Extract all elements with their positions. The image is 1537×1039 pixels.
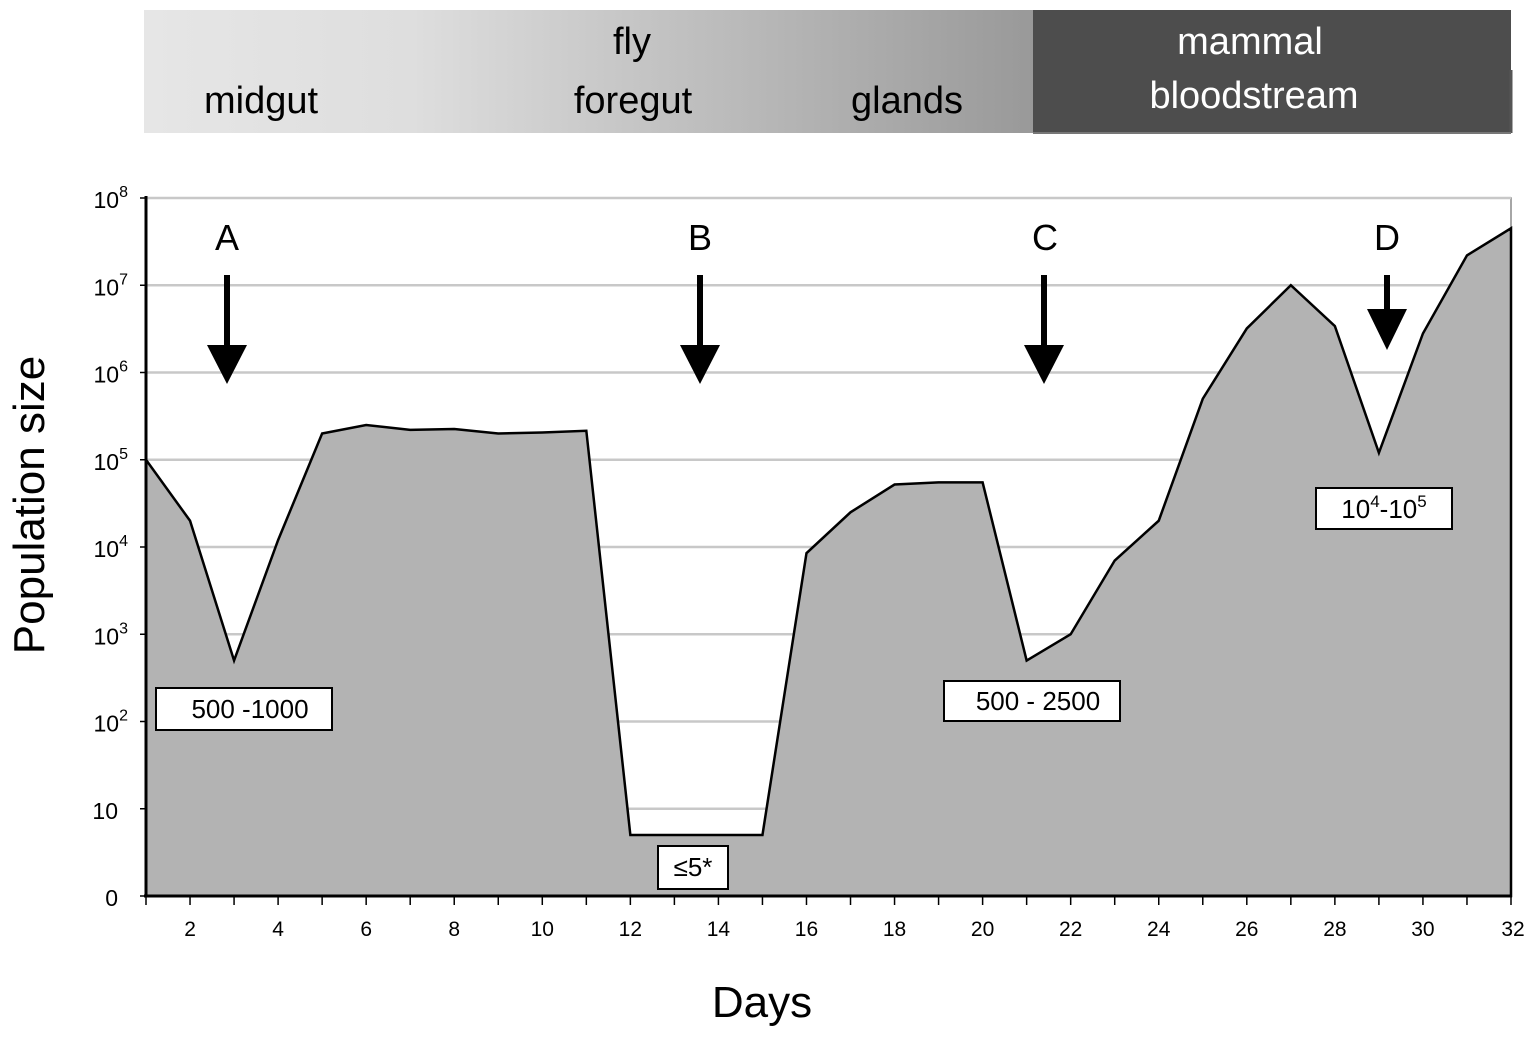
annotation-c-letter: C (1032, 217, 1058, 258)
fly-label: fly (613, 21, 651, 63)
x-tick-label: 8 (448, 918, 460, 941)
midgut-label: midgut (204, 80, 318, 122)
annotation-b-box: ≤5* (657, 845, 729, 890)
y-tick-label: 104 (94, 533, 129, 562)
x-tick-label: 26 (1235, 918, 1258, 941)
x-axis-ticks: 2 4 6 8 10 12 14 16 18 20 22 24 26 28 30 32 (145, 896, 1525, 941)
mammal-label: mammal (1177, 21, 1323, 63)
foregut-label: foregut (574, 80, 693, 122)
annotation-d-sup: 4 (1370, 492, 1379, 511)
annotation-b: B ≤5* (657, 217, 729, 890)
y-axis-title: Population size (5, 356, 54, 654)
annotation-d-letter: D (1374, 217, 1400, 258)
annotations: A 500 -1000 B ≤5* C (155, 217, 1453, 890)
x-tick-label: 4 (272, 918, 284, 941)
x-axis-title: Days (712, 978, 812, 1027)
x-tick-label: 2 (184, 918, 196, 941)
x-tick-label: 6 (360, 918, 372, 941)
annotation-a: A 500 -1000 (155, 217, 333, 731)
annotation-d-range: 104-105 (1341, 492, 1426, 524)
y-tick-label: 0 (105, 885, 118, 911)
x-tick-label: 30 (1411, 918, 1434, 941)
bloodstream-label: bloodstream (1149, 75, 1358, 117)
glands-label: glands (851, 80, 963, 122)
annotation-a-letter: A (215, 217, 239, 258)
x-tick-label: 22 (1059, 918, 1082, 941)
x-tick-label: 32 (1501, 918, 1524, 941)
y-tick-label: 106 (94, 359, 129, 388)
annotation-d-base: 10 (1341, 494, 1370, 524)
annotation-c-range: 500 - 2500 (976, 686, 1100, 716)
plot-area: 2 4 6 8 10 12 14 16 18 20 22 24 26 28 30 32 01010210310… (92, 184, 1524, 941)
annotation-d-mid: -10 (1380, 494, 1418, 524)
annotation-b-arrow-icon (680, 275, 720, 384)
x-tick-label: 14 (707, 918, 731, 941)
annotation-d: D 104-105 (1315, 217, 1453, 530)
y-axis-ticks: 0 10 102 103 104 105 106 107 108 (92, 184, 146, 911)
annotation-c: C 500 - 2500 (943, 217, 1121, 722)
y-tick-label: 108 (94, 184, 129, 213)
annotation-b-letter: B (688, 217, 712, 258)
fly-band (144, 10, 1034, 133)
y-tick-label: 107 (94, 271, 129, 300)
population-area (144, 226, 1513, 898)
annotation-a-box: 500 -1000 (155, 687, 333, 731)
annotation-c-box: 500 - 2500 (943, 680, 1121, 722)
x-tick-label: 20 (971, 918, 994, 941)
x-tick-label: 12 (619, 918, 642, 941)
x-tick-label: 28 (1323, 918, 1346, 941)
annotation-d-arrow-icon (1367, 275, 1407, 350)
mammal-band (1033, 10, 1511, 133)
annotation-c-arrow-icon (1024, 275, 1064, 384)
annotation-a-range: 500 -1000 (191, 694, 308, 724)
y-tick-label: 103 (94, 620, 129, 649)
y-tick-label: 10 (92, 798, 118, 824)
host-stage-header: fly midgut foregut glands mammal bloodst… (144, 10, 1513, 134)
x-tick-label: 16 (795, 918, 818, 941)
annotation-a-arrow-icon (207, 275, 247, 384)
annotation-d-sup2: 5 (1417, 492, 1426, 511)
annotation-d-box: 104-105 (1315, 487, 1453, 530)
y-tick-label: 105 (94, 446, 129, 475)
x-tick-label: 10 (531, 918, 554, 941)
x-tick-label: 24 (1147, 918, 1171, 941)
annotation-b-range: ≤5* (674, 852, 713, 882)
x-tick-label: 18 (883, 918, 906, 941)
y-tick-label: 102 (94, 708, 129, 737)
